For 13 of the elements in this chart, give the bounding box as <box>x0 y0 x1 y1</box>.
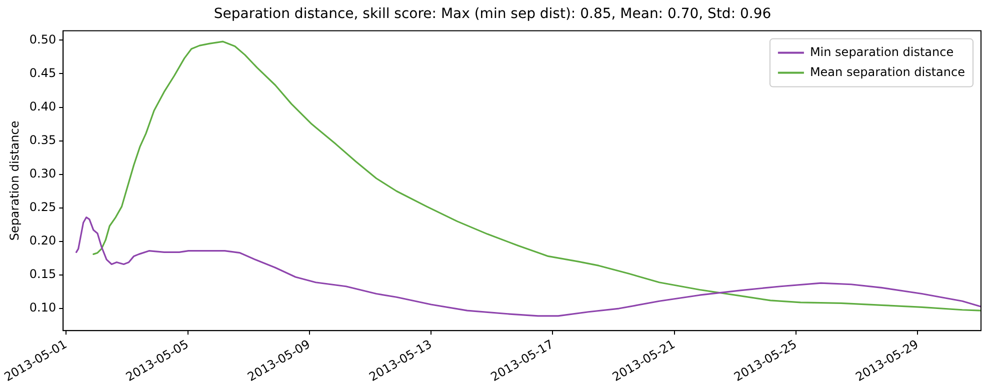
y-tick-label: 0.30 <box>29 166 56 180</box>
y-tick-label: 0.50 <box>29 32 56 46</box>
y-tick-label: 0.35 <box>29 132 56 147</box>
y-tick-label: 0.10 <box>29 300 56 315</box>
y-tick-label: 0.25 <box>29 200 56 214</box>
legend-label: Mean separation distance <box>810 64 966 79</box>
chart-title: Separation distance, skill score: Max (min sep dist): 0.85, Mean: 0.70, Std: 0.96 <box>214 6 772 22</box>
y-tick-label: 0.45 <box>29 66 56 80</box>
y-tick-label: 0.20 <box>29 234 56 248</box>
legend-label: Min separation distance <box>810 44 954 59</box>
y-axis-title: Separation distance <box>7 120 22 241</box>
y-tick-label: 0.15 <box>29 267 56 282</box>
y-tick-label: 0.40 <box>29 99 56 114</box>
